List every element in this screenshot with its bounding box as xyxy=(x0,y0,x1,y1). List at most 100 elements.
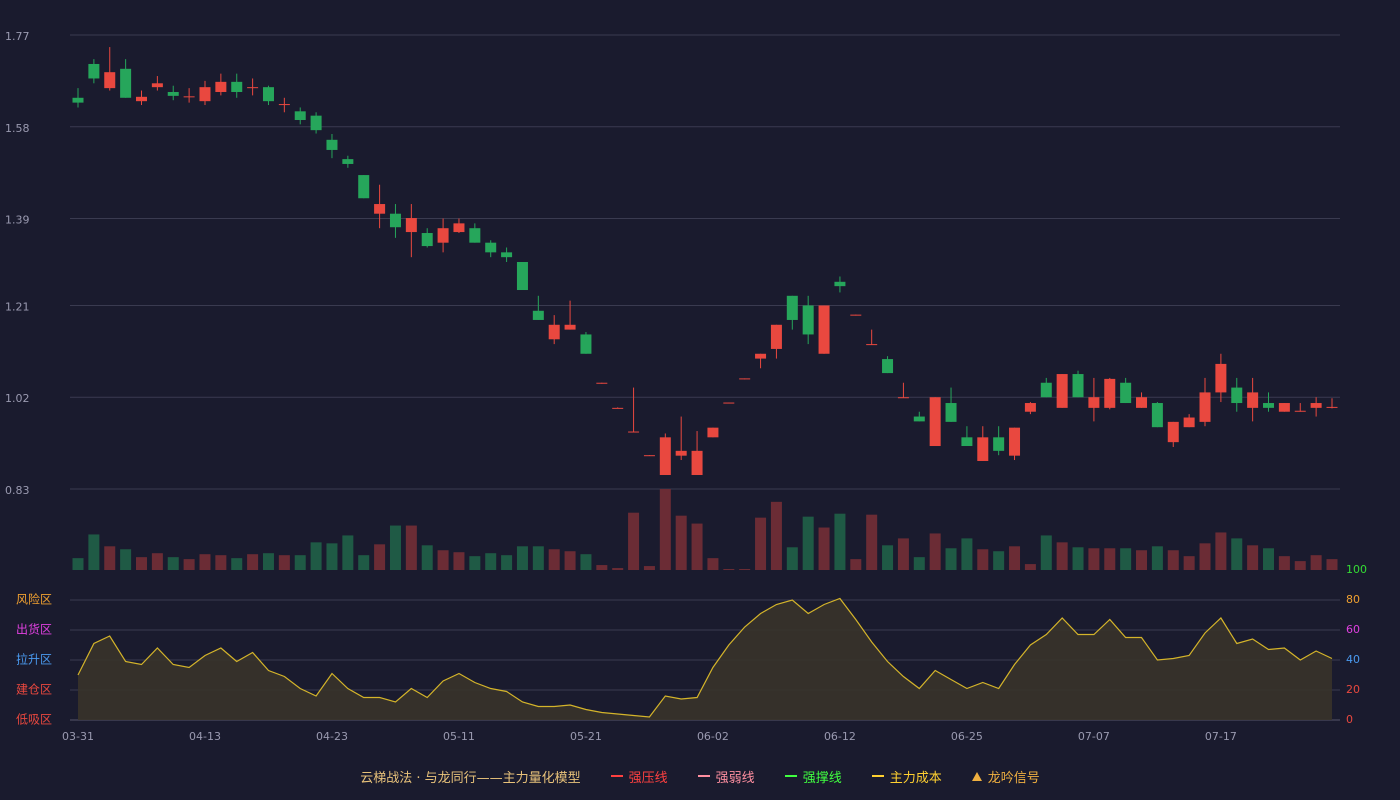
y2-tick-label: 80 xyxy=(1346,593,1360,606)
volume-bar xyxy=(675,515,687,570)
x-tick-label: 06-12 xyxy=(824,730,856,743)
volume-bar xyxy=(929,533,941,570)
volume-bar xyxy=(1294,561,1306,570)
candle-body xyxy=(993,437,1005,451)
candle-body xyxy=(961,437,973,447)
zone-label: 建仓区 xyxy=(16,683,52,697)
candle-body xyxy=(310,115,322,131)
volume-bar xyxy=(167,557,179,570)
candle-body xyxy=(1183,417,1195,428)
volume-bar xyxy=(1040,535,1052,570)
volume-bar xyxy=(405,525,417,570)
candle-body xyxy=(389,213,401,228)
candle-body xyxy=(135,96,147,102)
volume-bar xyxy=(72,558,84,570)
volume-bar xyxy=(247,554,259,570)
candle-body xyxy=(532,310,544,320)
y-tick-label: 1.21 xyxy=(5,300,30,313)
volume-bar xyxy=(643,566,655,570)
candle-body xyxy=(723,402,735,404)
volume-bar xyxy=(278,555,290,570)
volume-bar xyxy=(469,556,481,570)
zone-label: 出货区 xyxy=(16,622,52,637)
volume-bar xyxy=(834,513,846,570)
candle-body xyxy=(1040,382,1052,398)
candle-body xyxy=(628,431,640,433)
candle-body xyxy=(612,407,624,409)
volume-bar xyxy=(1056,542,1068,570)
legend-label: 强压线 xyxy=(628,770,668,786)
candle-body xyxy=(1024,403,1036,412)
candle-body xyxy=(818,305,830,354)
candle-body xyxy=(945,403,957,422)
legend-item[interactable]: 龙吟信号 xyxy=(971,767,1040,786)
volume-bar xyxy=(1009,546,1021,570)
candle-body xyxy=(231,81,243,92)
volume-bar xyxy=(993,551,1005,570)
legend-label: 强撑线 xyxy=(802,770,842,786)
legend-item[interactable]: 强弱线 xyxy=(697,767,755,786)
candle-body xyxy=(786,295,798,320)
candle-body xyxy=(1231,387,1243,404)
volume-bar xyxy=(628,512,640,570)
volume-bar xyxy=(1183,556,1195,570)
zone-label: 低吸区 xyxy=(16,713,52,727)
candle-body xyxy=(1326,406,1338,408)
volume-bar xyxy=(389,525,401,570)
volume-bar xyxy=(1072,547,1084,570)
legend-item[interactable]: 强撑线 xyxy=(784,767,842,786)
volume-bar xyxy=(199,554,211,570)
y-tick-label: 1.58 xyxy=(5,122,30,135)
volume-bar xyxy=(215,555,227,570)
candle-body xyxy=(453,223,465,233)
candle-body xyxy=(278,104,290,106)
volume-bar xyxy=(580,554,592,570)
chart-title: 云梯战法 · 与龙同行——主力量化模型 xyxy=(360,770,581,786)
candle-body xyxy=(770,324,782,349)
y2-tick-label: 60 xyxy=(1346,623,1360,636)
legend-item[interactable]: 主力成本 xyxy=(871,767,942,786)
candle-body xyxy=(151,83,163,88)
candle-body xyxy=(739,378,751,380)
candle-body xyxy=(850,314,862,316)
legend-item[interactable]: 强压线 xyxy=(610,767,668,786)
volume-bar xyxy=(1247,545,1259,570)
candle-body xyxy=(262,87,274,102)
candle-body xyxy=(1088,397,1100,408)
volume-bar xyxy=(326,543,338,570)
legend-swatch xyxy=(697,775,710,777)
volume-bar xyxy=(1278,556,1290,570)
candle-body xyxy=(1151,403,1163,428)
y-tick-label: 1.77 xyxy=(5,30,30,43)
x-tick-label: 07-17 xyxy=(1205,730,1237,743)
candle-body xyxy=(882,359,894,374)
candle-body xyxy=(247,87,259,89)
volume-bar xyxy=(882,545,894,570)
y-tick-label: 1.39 xyxy=(5,214,30,227)
volume-bar xyxy=(104,546,116,570)
volume-bar xyxy=(850,559,862,570)
y2-tick-label: 40 xyxy=(1346,653,1360,666)
zone-label: 拉升区 xyxy=(16,652,52,667)
volume-bar xyxy=(1104,548,1116,570)
candle-body xyxy=(120,68,132,98)
legend-swatch xyxy=(610,775,623,777)
volume-bar xyxy=(786,547,798,570)
volume-bar xyxy=(151,553,163,570)
candle-body xyxy=(802,305,814,335)
zone-label: 风险区 xyxy=(16,592,52,607)
candle-body xyxy=(707,427,719,438)
volume-bar xyxy=(532,546,544,570)
y2-tick-label: 0 xyxy=(1346,713,1353,726)
y2-tick-label: 100 xyxy=(1346,563,1367,576)
volume-bar xyxy=(1215,532,1227,570)
volume-bar xyxy=(691,523,703,570)
volume-bar xyxy=(945,548,957,570)
candle-body xyxy=(548,324,560,340)
candle-body xyxy=(358,175,370,199)
candle-body xyxy=(215,81,227,92)
volume-bar xyxy=(770,501,782,570)
volume-bar xyxy=(358,555,370,570)
candle-body xyxy=(834,281,846,287)
